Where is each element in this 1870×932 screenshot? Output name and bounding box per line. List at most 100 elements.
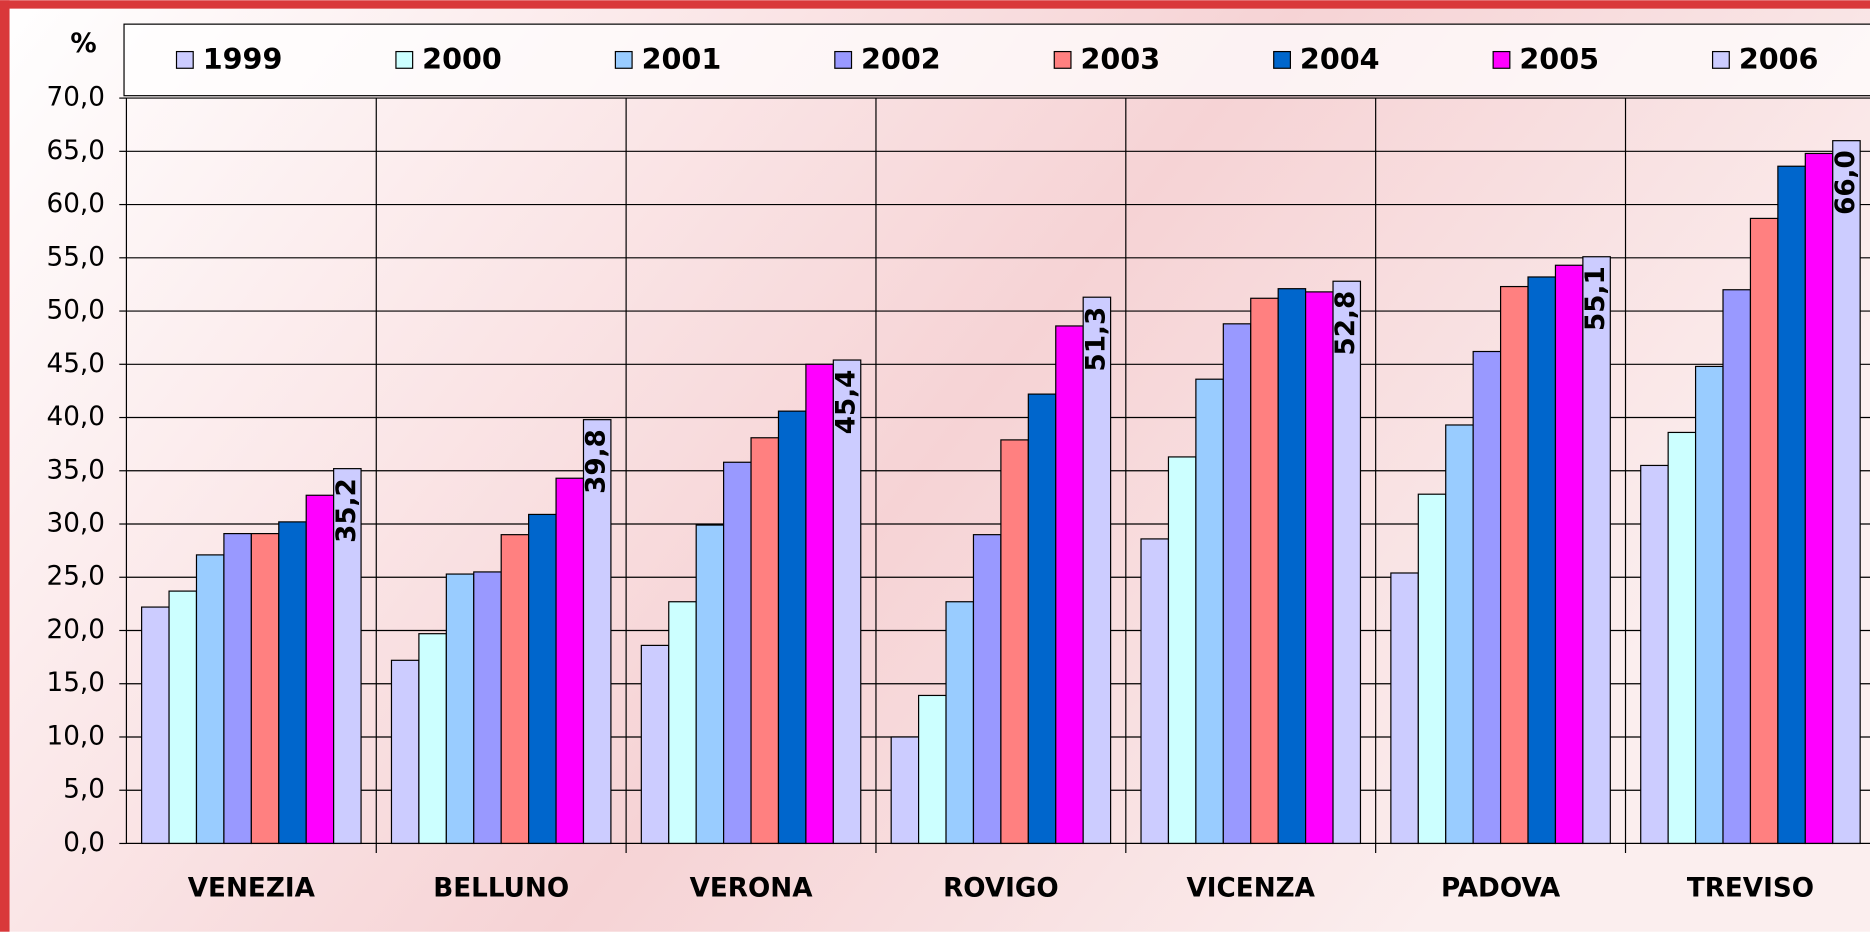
data-label: 45,4: [832, 370, 862, 435]
data-label: 52,8: [1331, 291, 1361, 356]
bar: [1777, 165, 1806, 845]
y-tick-label: 20,0: [47, 615, 105, 645]
y-tick-label: 0,0: [63, 828, 105, 858]
x-tick-label: VICENZA: [1187, 873, 1316, 903]
y-tick-label: 10,0: [47, 721, 105, 751]
data-label: 66,0: [1831, 150, 1861, 215]
x-tick-label: ROVIGO: [943, 873, 1059, 903]
legend-swatch: [1053, 50, 1072, 69]
y-tick-label: 70,0: [47, 83, 105, 113]
bar: [1000, 439, 1029, 845]
bar: [1832, 140, 1861, 845]
bar: [1417, 493, 1447, 845]
y-tick-label: 40,0: [47, 402, 105, 432]
bar: [777, 410, 807, 845]
bar: [582, 419, 612, 845]
bar: [1554, 264, 1584, 845]
bar: [473, 571, 502, 845]
bar: [1527, 276, 1557, 845]
bar: [640, 644, 670, 845]
y-tick-label: 65,0: [47, 136, 105, 166]
y-tick-label: 50,0: [47, 296, 105, 326]
bar: [1390, 572, 1419, 845]
legend-swatch: [395, 50, 414, 69]
legend-swatch: [175, 50, 194, 69]
top-border: [0, 0, 1870, 9]
bar: [1582, 256, 1611, 845]
legend-swatch: [1273, 50, 1291, 69]
bar: [333, 468, 362, 845]
bar: [1250, 297, 1279, 845]
bar: [1749, 217, 1779, 845]
bar: [1332, 280, 1362, 845]
left-border: [0, 0, 10, 932]
bar: [1082, 296, 1112, 845]
bar: [445, 573, 475, 845]
bar: [1472, 350, 1502, 845]
bar: [1167, 456, 1197, 845]
y-axis-label: %: [70, 29, 96, 59]
legend-swatch: [834, 50, 853, 69]
bar: [1640, 464, 1669, 845]
bar: [1694, 365, 1724, 845]
y-tick-label: 5,0: [63, 775, 105, 805]
y-tick-label: 15,0: [47, 668, 105, 698]
bar: [1195, 378, 1224, 845]
legend-label: 2003: [1080, 42, 1160, 76]
bar: [918, 694, 947, 845]
x-tick-label: VENEZIA: [188, 873, 316, 903]
x-tick-label: PADOVA: [1441, 873, 1561, 903]
legend-label: 2005: [1519, 42, 1599, 76]
bar: [832, 359, 862, 845]
bar: [972, 534, 1002, 845]
bar: [555, 477, 585, 845]
bar: [723, 461, 752, 845]
bar: [1305, 291, 1334, 845]
bar: [1140, 538, 1170, 845]
legend-swatch: [614, 50, 633, 69]
y-tick-label: 60,0: [47, 189, 105, 219]
bar: [1804, 152, 1834, 845]
bar: [890, 736, 920, 845]
bar: [195, 554, 225, 845]
y-tick-label: 45,0: [47, 349, 105, 379]
x-tick-label: TREVISO: [1687, 873, 1814, 903]
bar: [278, 521, 307, 845]
data-label: 51,3: [1081, 307, 1111, 372]
bar: [750, 437, 780, 845]
y-tick-label: 30,0: [47, 509, 105, 539]
bar: [1027, 393, 1057, 845]
legend-box: [123, 23, 1870, 97]
bar: [1055, 325, 1084, 845]
bar: [390, 659, 420, 845]
bar: [250, 532, 280, 845]
legend-swatch: [1492, 50, 1511, 69]
data-label: 39,8: [582, 429, 612, 494]
y-tick-label: 35,0: [47, 455, 105, 485]
bar: [1667, 431, 1697, 845]
bar: [1222, 323, 1252, 845]
bar: [805, 363, 834, 845]
legend-label: 2006: [1739, 42, 1819, 76]
legend-label: 1999: [203, 42, 283, 76]
legend-label: 2002: [861, 42, 941, 76]
legend-swatch: [1711, 50, 1730, 69]
bar: [418, 633, 447, 845]
y-tick-label: 55,0: [47, 242, 105, 272]
bar: [528, 513, 557, 845]
legend-label: 2000: [422, 42, 502, 76]
bar: [1277, 288, 1307, 845]
bar: [305, 494, 335, 845]
y-tick-label: 25,0: [47, 562, 105, 592]
bar: [695, 524, 725, 845]
data-label: 55,1: [1581, 266, 1611, 331]
data-label: 35,2: [332, 478, 362, 543]
bar: [668, 601, 697, 845]
legend-label: 2001: [642, 42, 722, 76]
bar: [168, 590, 198, 845]
bar: [223, 532, 252, 845]
legend-label: 2004: [1300, 42, 1380, 76]
bar: [141, 606, 170, 845]
bar: [1722, 289, 1752, 845]
